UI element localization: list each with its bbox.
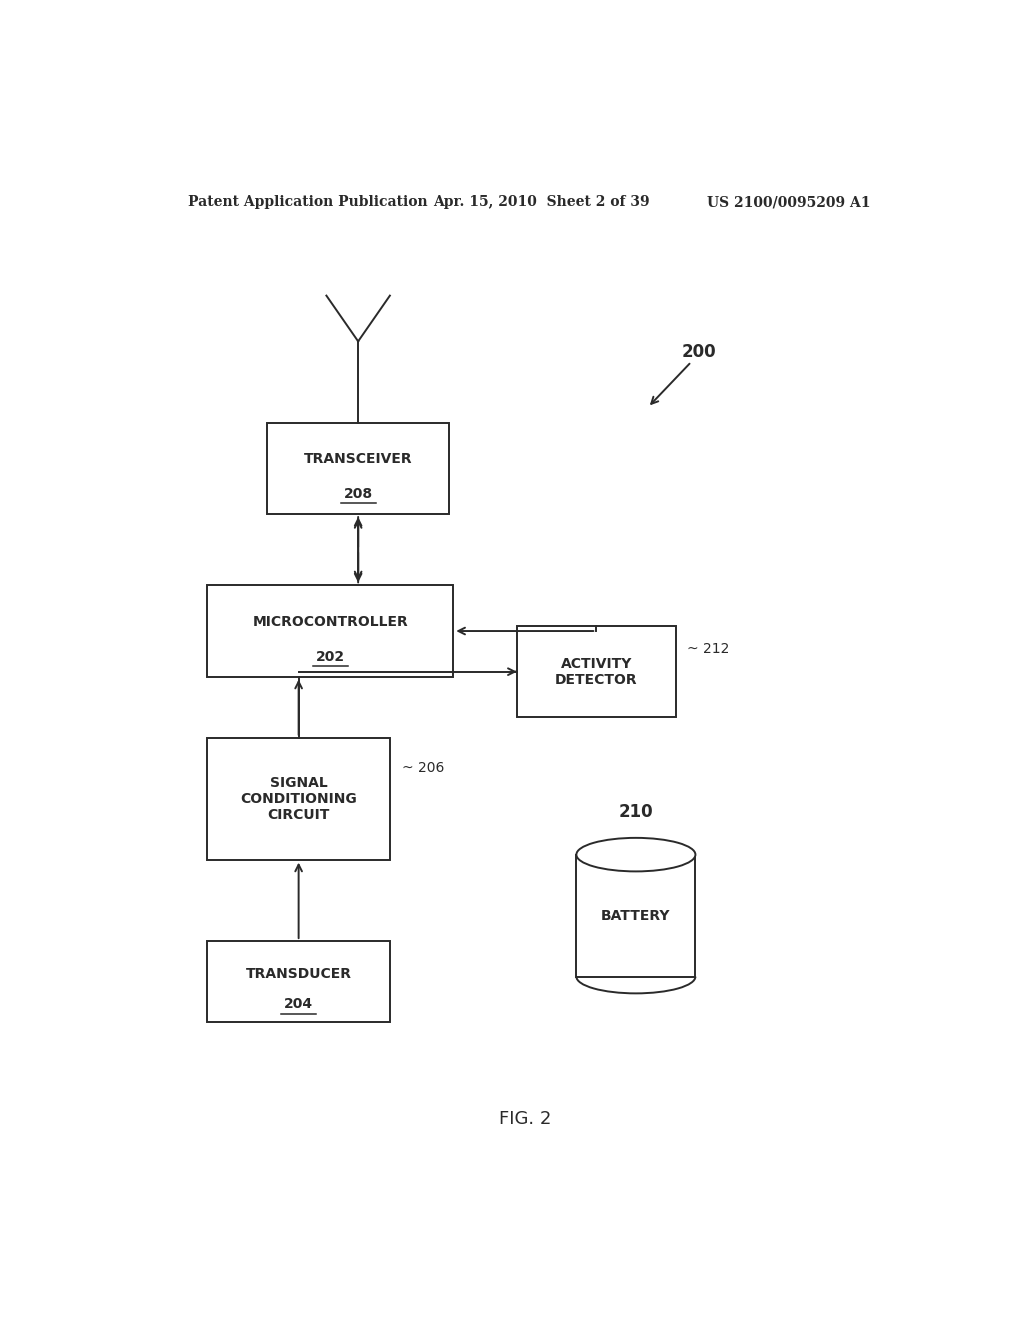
Text: MICROCONTROLLER: MICROCONTROLLER [253, 615, 409, 628]
Text: TRANSDUCER: TRANSDUCER [246, 966, 351, 981]
Text: 208: 208 [344, 487, 373, 502]
Bar [267, 422, 450, 515]
Text: BATTERY: BATTERY [601, 908, 671, 923]
Bar [577, 854, 695, 977]
Bar [517, 626, 676, 718]
Text: ~ 212: ~ 212 [687, 642, 730, 656]
Text: Patent Application Publication: Patent Application Publication [187, 195, 427, 209]
Bar [207, 585, 454, 677]
Text: Apr. 15, 2010  Sheet 2 of 39: Apr. 15, 2010 Sheet 2 of 39 [433, 195, 650, 209]
Text: SIGNAL
CONDITIONING
CIRCUIT: SIGNAL CONDITIONING CIRCUIT [241, 776, 357, 822]
Text: ACTIVITY
DETECTOR: ACTIVITY DETECTOR [555, 656, 638, 686]
Text: TRANSCEIVER: TRANSCEIVER [304, 453, 413, 466]
Text: FIG. 2: FIG. 2 [499, 1110, 551, 1127]
Bar [207, 738, 390, 859]
Text: 200: 200 [682, 342, 717, 360]
Text: 204: 204 [284, 998, 313, 1011]
Bar [207, 941, 390, 1022]
Text: 210: 210 [618, 804, 653, 821]
Text: US 2100/0095209 A1: US 2100/0095209 A1 [708, 195, 870, 209]
Ellipse shape [577, 838, 695, 871]
Text: 202: 202 [315, 649, 345, 664]
Text: ~ 206: ~ 206 [401, 762, 444, 775]
